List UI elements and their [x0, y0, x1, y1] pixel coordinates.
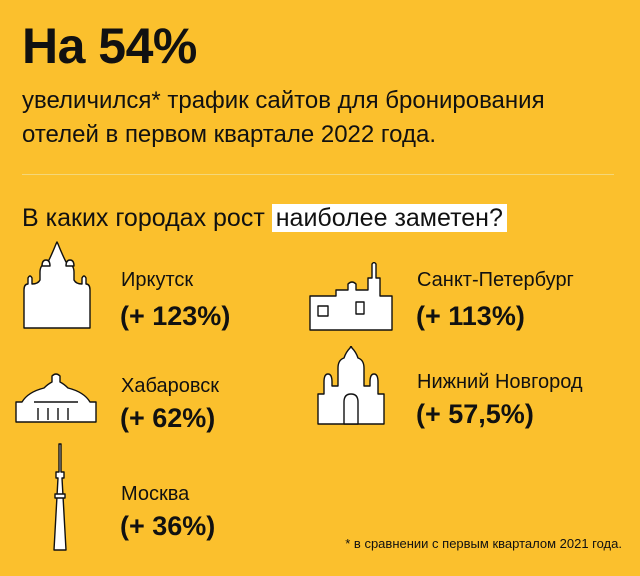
- city-name: Санкт-Петербург: [417, 269, 574, 291]
- city-growth: (+ 113%): [416, 301, 525, 331]
- question-highlight: наиболее заметен?: [271, 204, 507, 232]
- city-name: Нижний Новгород: [417, 371, 583, 393]
- cathedral-domes-icon: [23, 241, 91, 329]
- city-growth: (+ 36%): [120, 511, 216, 541]
- tv-tower-icon: [53, 443, 67, 551]
- question-prefix: В каких городах рост: [22, 204, 265, 232]
- church-onion-domes-icon: [317, 346, 385, 425]
- city-name: Хабаровск: [121, 375, 219, 397]
- divider: [22, 174, 614, 175]
- headline: На 54%: [22, 18, 197, 74]
- footnote: * в сравнении с первым кварталом 2021 го…: [345, 536, 622, 551]
- city-growth: (+ 57,5%): [416, 399, 534, 429]
- city-name: Иркутск: [121, 269, 194, 291]
- question: В каких городах рост наиболее заметен?: [22, 202, 507, 234]
- city-name: Москва: [121, 483, 190, 505]
- city-growth: (+ 123%): [120, 301, 231, 331]
- fortress-spire-icon: [309, 262, 393, 331]
- dome-building-icon: [15, 373, 97, 423]
- city-growth: (+ 62%): [120, 403, 216, 433]
- subtitle: увеличился* трафик сайтов для бронирован…: [22, 87, 545, 148]
